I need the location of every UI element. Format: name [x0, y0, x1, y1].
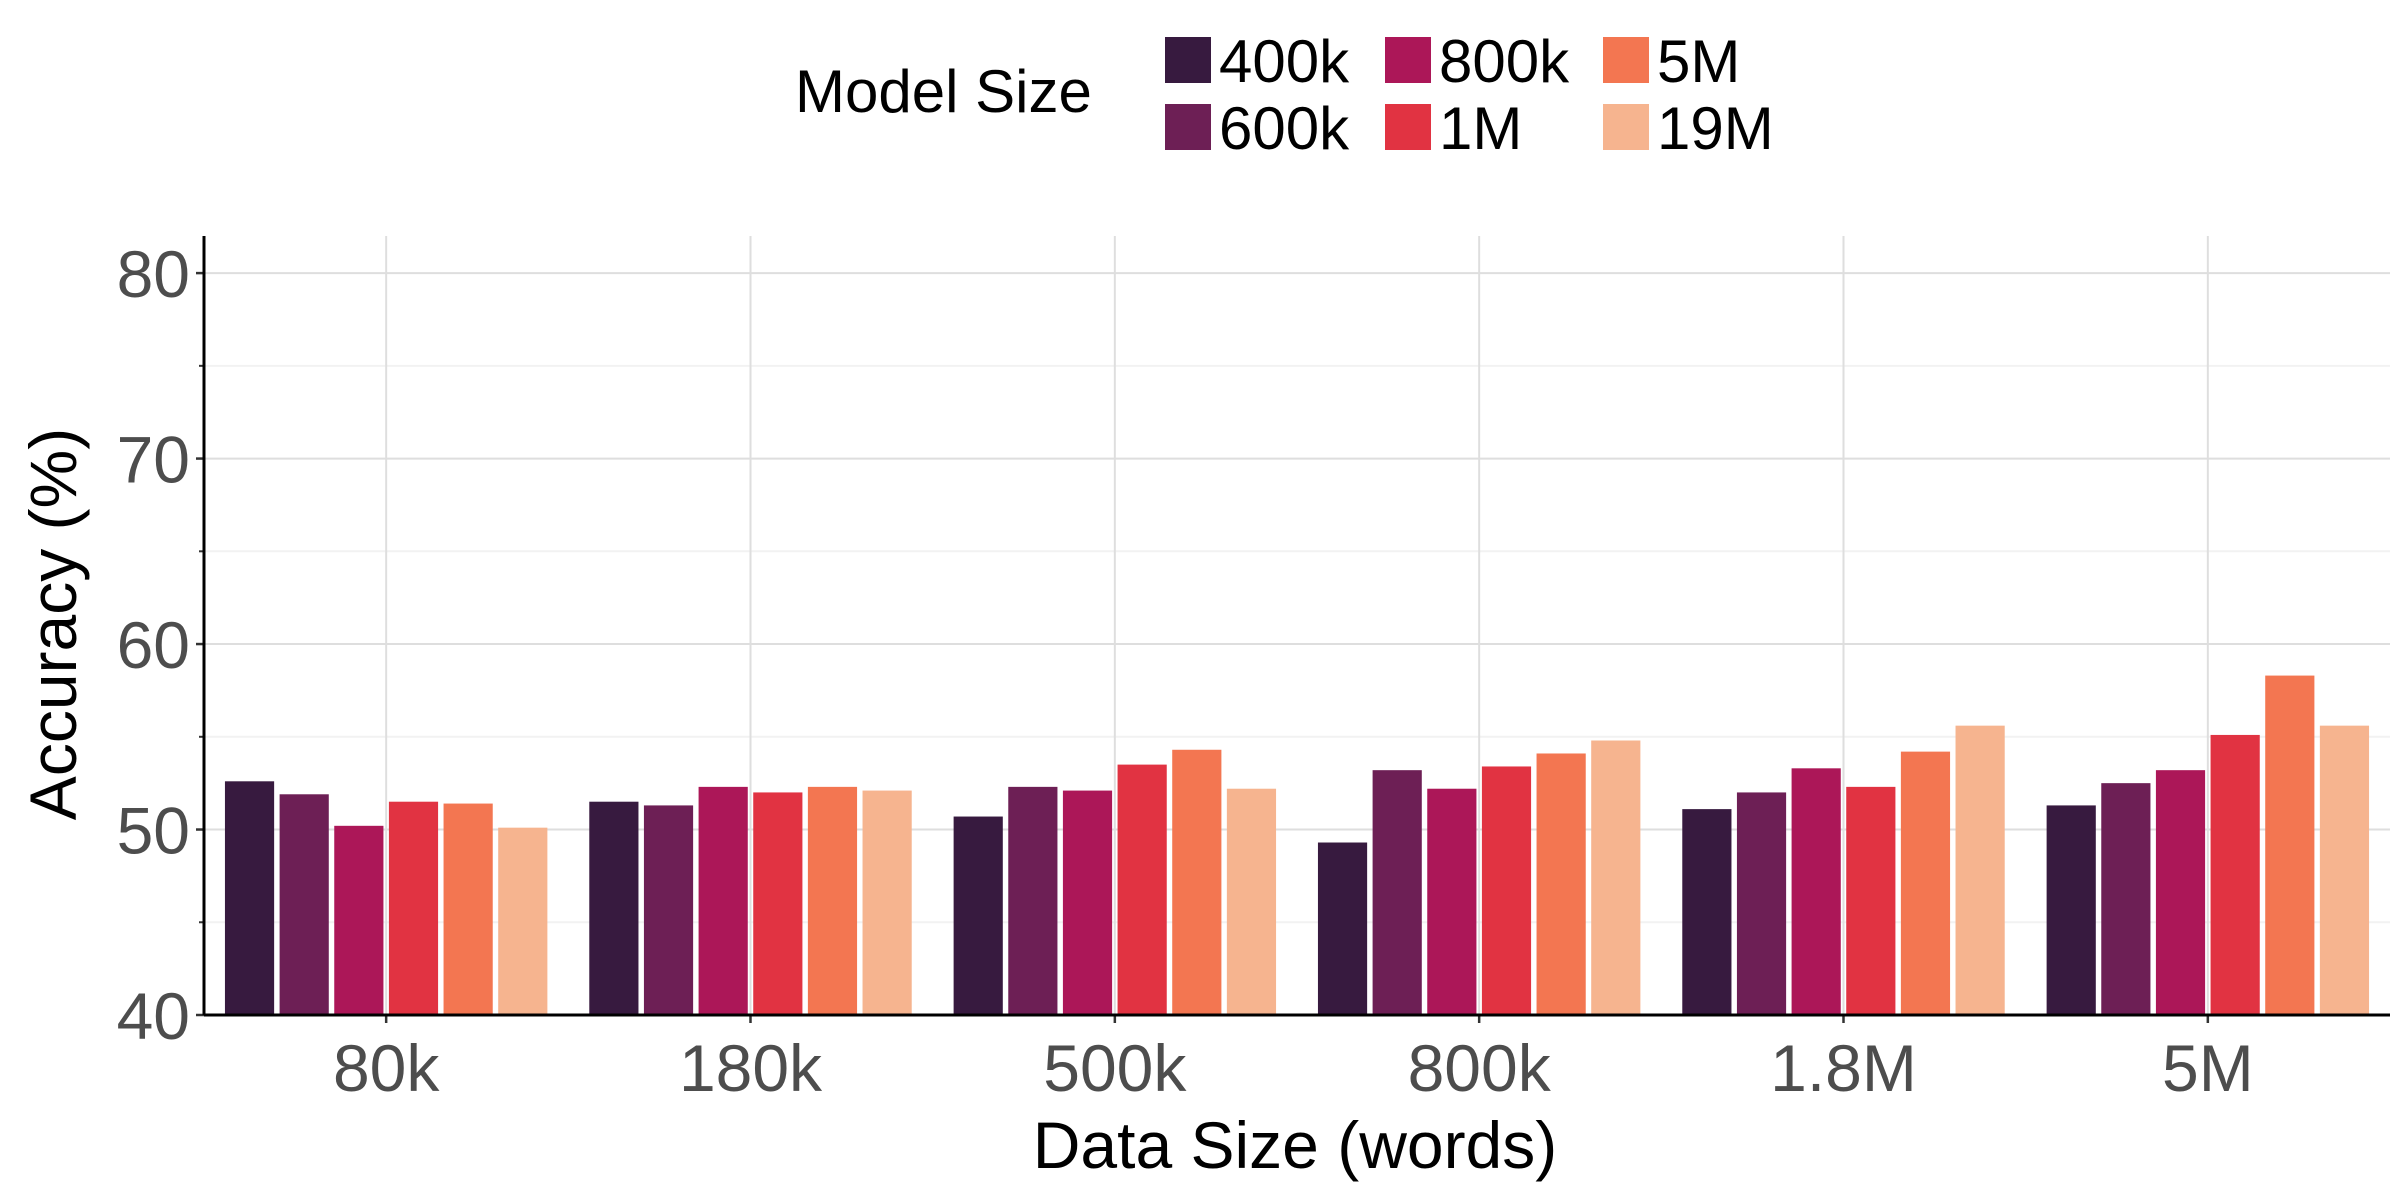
- bar-500k-19M: [1226, 788, 1277, 1015]
- x-tick-label: 1.8M: [1770, 1031, 1917, 1105]
- y-tick-label: 80: [117, 237, 190, 311]
- legend-label-600k: 600k: [1219, 95, 1350, 162]
- legend-swatch-1M: [1385, 104, 1431, 150]
- y-tick-label: 50: [117, 794, 190, 868]
- legend-swatch-5M: [1603, 37, 1649, 83]
- legend-label-19M: 19M: [1657, 95, 1774, 162]
- bar-80k-19M: [498, 827, 548, 1015]
- bar-5M-400k: [2046, 805, 2096, 1015]
- x-tick-label: 5M: [2162, 1031, 2254, 1105]
- bar-80k-400k: [224, 781, 275, 1015]
- bar-80k-800k: [334, 825, 384, 1015]
- bar-80k-5M: [443, 803, 493, 1015]
- bar-80k-600k: [279, 794, 329, 1015]
- bar-180k-400k: [589, 801, 639, 1015]
- y-tick-label: 40: [117, 979, 190, 1053]
- tick-labels: 40 50 60 70 80 80k 180k 500k 800k 1.8M 5M: [117, 237, 2254, 1105]
- bar-180k-600k: [643, 805, 694, 1015]
- legend-swatch-600k: [1165, 104, 1211, 150]
- bar-500k-1M: [1117, 764, 1167, 1015]
- y-tick-label: 70: [117, 423, 190, 497]
- bar-800k-400k: [1317, 842, 1368, 1015]
- bar-500k-400k: [953, 816, 1003, 1015]
- legend-label-1M: 1M: [1439, 95, 1522, 162]
- legend-title: Model Size: [795, 58, 1092, 125]
- x-tick-label: 800k: [1408, 1031, 1552, 1105]
- legend-swatch-400k: [1165, 37, 1211, 83]
- bar-180k-5M: [807, 786, 858, 1015]
- legend-swatch-800k: [1385, 37, 1431, 83]
- bar-800k-600k: [1372, 770, 1422, 1015]
- y-axis-title: Accuracy (%): [16, 428, 90, 820]
- x-tick-label: 180k: [679, 1031, 823, 1105]
- bars: [224, 675, 2370, 1015]
- bar-5M-800k: [2155, 770, 2206, 1015]
- bar-80k-1M: [388, 801, 439, 1015]
- bar-800k-19M: [1591, 740, 1641, 1015]
- bar-1.8M-19M: [1955, 725, 2005, 1015]
- bar-5M-600k: [2101, 783, 2151, 1015]
- bar-800k-5M: [1536, 753, 1586, 1015]
- bar-1.8M-5M: [1900, 751, 1951, 1015]
- bar-180k-800k: [698, 786, 748, 1015]
- bar-5M-5M: [2265, 675, 2315, 1015]
- x-tick-label: 500k: [1043, 1031, 1187, 1105]
- bar-180k-19M: [862, 790, 912, 1015]
- legend-label-400k: 400k: [1219, 28, 1350, 95]
- legend-label-5M: 5M: [1657, 28, 1740, 95]
- bar-5M-1M: [2210, 734, 2260, 1015]
- legend-swatch-19M: [1603, 104, 1649, 150]
- bar-500k-800k: [1062, 790, 1113, 1015]
- bar-1.8M-400k: [1682, 809, 1732, 1015]
- bar-1.8M-600k: [1736, 792, 1787, 1015]
- bar-1.8M-800k: [1791, 768, 1841, 1015]
- x-axis-title: Data Size (words): [1033, 1108, 1558, 1182]
- y-tick-label: 60: [117, 608, 190, 682]
- bar-500k-5M: [1172, 749, 1222, 1015]
- x-tick-label: 80k: [333, 1031, 440, 1105]
- bar-800k-1M: [1481, 766, 1532, 1015]
- bar-500k-600k: [1008, 786, 1058, 1015]
- legend-label-800k: 800k: [1439, 28, 1570, 95]
- bar-800k-800k: [1427, 788, 1477, 1015]
- bar-1.8M-1M: [1846, 786, 1896, 1015]
- bar-180k-1M: [753, 792, 803, 1015]
- axes: [196, 236, 2390, 1023]
- bar-5M-19M: [2319, 725, 2370, 1015]
